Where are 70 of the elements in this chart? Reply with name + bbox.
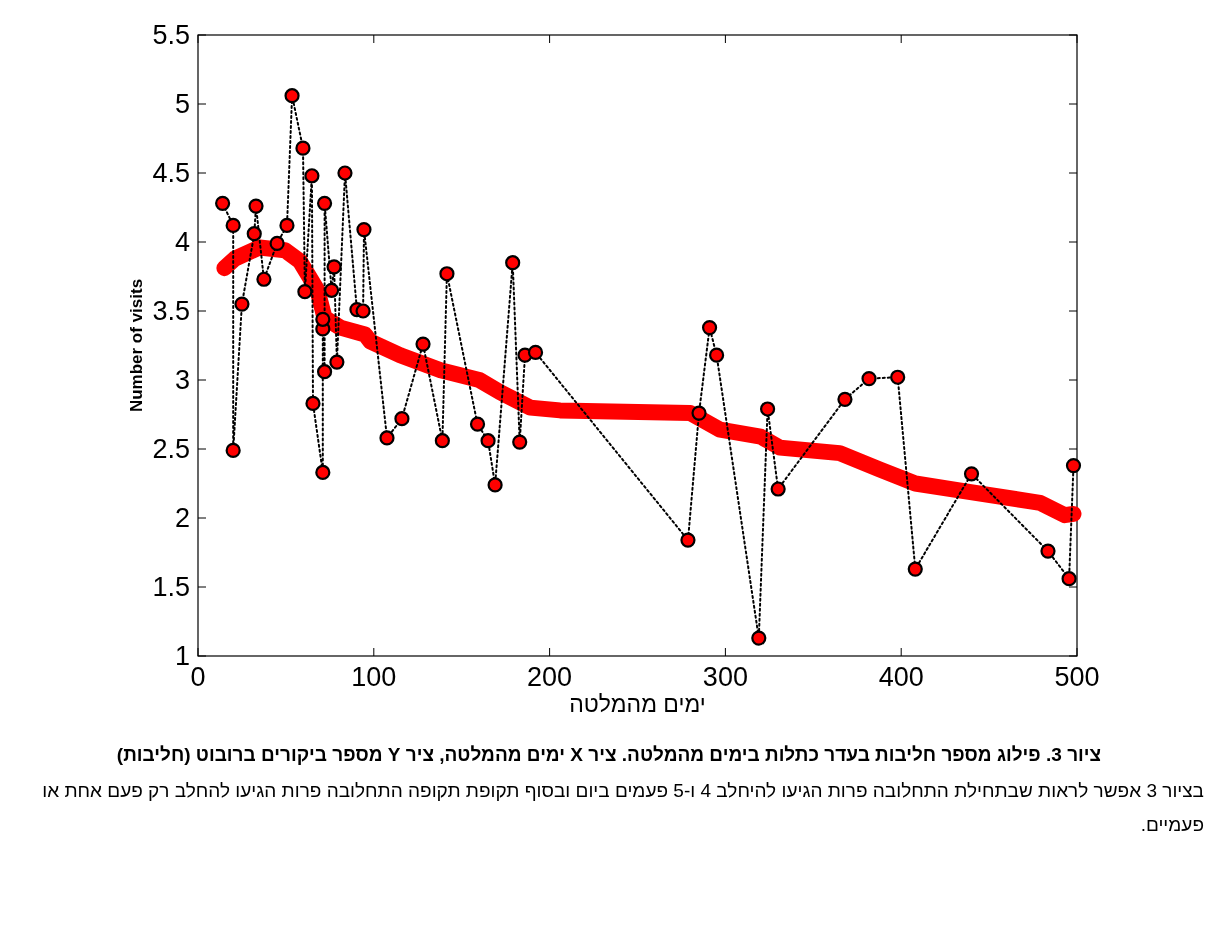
point bbox=[680, 532, 696, 548]
point bbox=[256, 271, 272, 287]
y-axis-title: Number of visits bbox=[127, 278, 146, 413]
x-tick-label: 200 bbox=[527, 662, 573, 692]
x-tick-label: 400 bbox=[878, 662, 924, 692]
point bbox=[415, 336, 431, 352]
point bbox=[297, 284, 313, 300]
point bbox=[379, 430, 395, 446]
y-tick-label: 3.5 bbox=[152, 296, 190, 326]
point bbox=[279, 217, 295, 234]
x-tick-label: 500 bbox=[1054, 662, 1100, 692]
point bbox=[1040, 543, 1056, 559]
point bbox=[215, 195, 231, 211]
point bbox=[329, 354, 345, 370]
point bbox=[234, 296, 250, 312]
x-tick-label: 100 bbox=[351, 662, 397, 692]
y-tick-label: 1.5 bbox=[152, 572, 190, 602]
point bbox=[527, 344, 544, 360]
point bbox=[861, 371, 877, 387]
point bbox=[248, 198, 264, 214]
point bbox=[304, 168, 320, 184]
y-tick-label: 4.5 bbox=[152, 158, 190, 188]
point bbox=[324, 282, 340, 298]
point bbox=[246, 226, 262, 242]
point bbox=[907, 561, 923, 577]
point bbox=[394, 411, 410, 427]
point bbox=[751, 630, 767, 646]
point bbox=[269, 235, 285, 251]
y-tick-label: 2 bbox=[174, 503, 190, 533]
point bbox=[487, 477, 503, 493]
text: בציור 3 אפשר לראות שבתחילת התחלובה פרות הגיעו להיחלב 4 ו-5 פעמים ביום ובסוף תקופת תקופה התחלובה פרות הגיעו להחלב רק פעם אחת או פעמיים. bbox=[41, 779, 1204, 837]
point bbox=[512, 434, 528, 450]
point bbox=[770, 481, 786, 497]
point bbox=[337, 165, 353, 181]
y-tick-label: 1 bbox=[174, 641, 190, 671]
point bbox=[356, 221, 372, 238]
point bbox=[284, 88, 300, 104]
point bbox=[480, 433, 496, 449]
point bbox=[225, 442, 241, 458]
point bbox=[709, 347, 725, 363]
point bbox=[759, 401, 776, 417]
text: ציור 3. פילוג מספר חליבות בעדר כתלות בימים מהמלטה. ציר X ימים מהמלטה, ציר Y מספר ביקורים ברובוט (חליבות) bbox=[115, 743, 1103, 767]
point bbox=[315, 311, 331, 327]
point bbox=[439, 266, 455, 282]
y-tick-label: 2.5 bbox=[152, 434, 190, 464]
point bbox=[1061, 571, 1077, 587]
point bbox=[225, 217, 241, 234]
point bbox=[316, 195, 333, 211]
point bbox=[295, 140, 311, 156]
x-tick-label: 0 bbox=[190, 662, 206, 692]
point bbox=[326, 259, 342, 275]
point bbox=[316, 364, 333, 380]
point bbox=[505, 255, 521, 271]
point bbox=[355, 303, 371, 319]
y-tick-label: 4 bbox=[174, 227, 190, 257]
point bbox=[963, 466, 980, 482]
y-tick-label: 5 bbox=[174, 89, 190, 119]
point bbox=[434, 433, 450, 449]
point bbox=[691, 405, 707, 421]
y-tick-label: 3 bbox=[174, 365, 190, 395]
x-axis-title: ימים מהמלטה bbox=[569, 691, 706, 717]
point bbox=[315, 464, 331, 481]
y-tick-label: 5.5 bbox=[152, 20, 190, 50]
point bbox=[305, 395, 321, 412]
point bbox=[469, 416, 486, 432]
point bbox=[837, 391, 853, 407]
point bbox=[1065, 457, 1082, 474]
point bbox=[701, 319, 718, 336]
x-tick-label: 300 bbox=[702, 662, 748, 692]
point bbox=[890, 369, 906, 385]
